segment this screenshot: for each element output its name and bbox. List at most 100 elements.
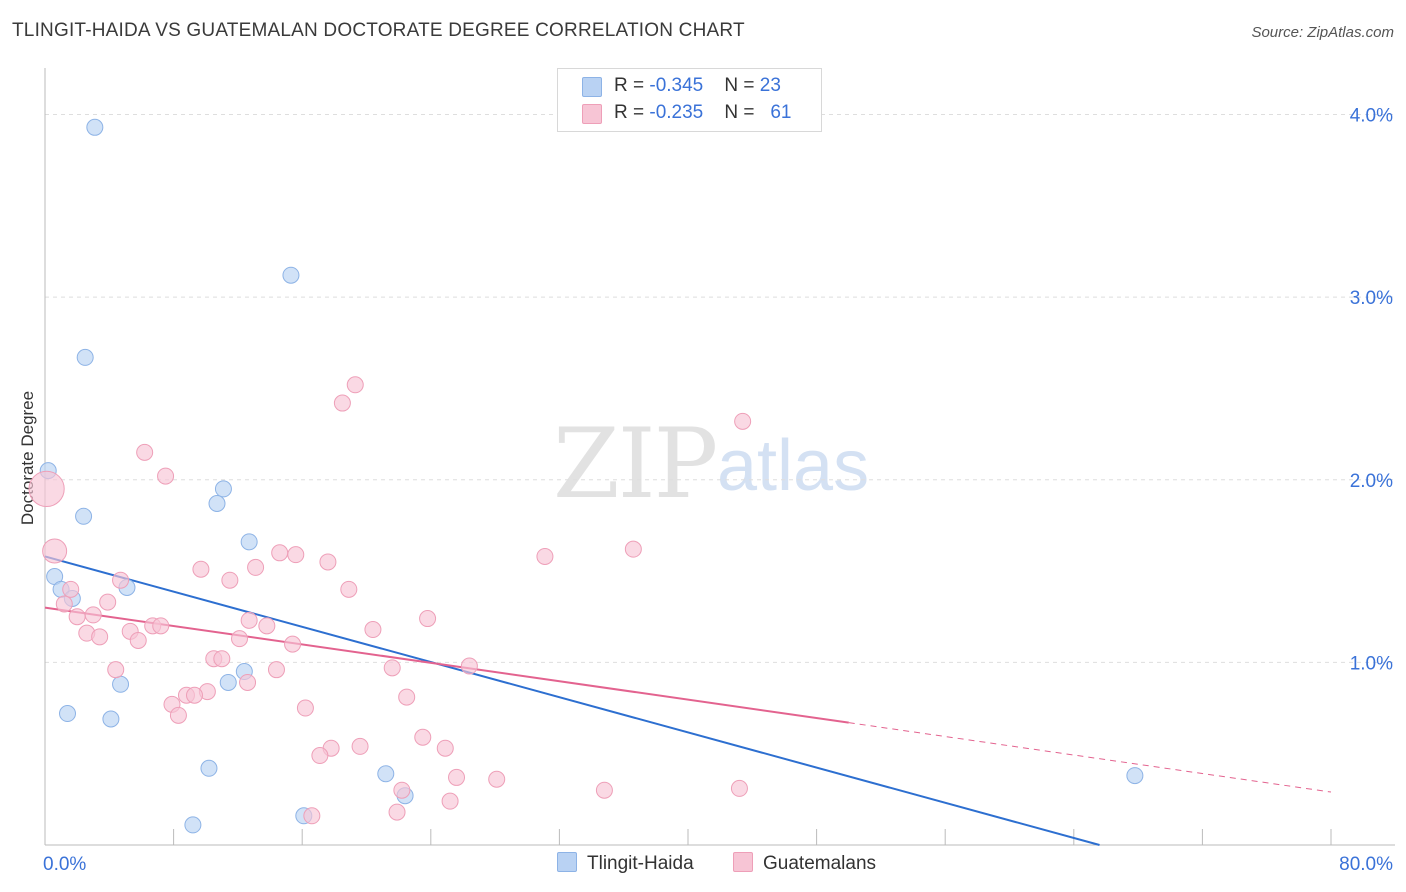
point-tlingit-haida [86,118,104,136]
point-guatemalans [258,617,276,635]
bottom-legend-label: Guatemalans [763,853,877,874]
trend-line-guatemalans [44,606,849,724]
point-guatemalans [240,611,258,629]
trend-line-tlingit-haida [44,555,1100,846]
point-tlingit-haida [377,765,395,783]
point-guatemalans [364,621,382,639]
point-guatemalans [91,628,109,646]
axes [44,68,1395,846]
point-guatemalans [624,540,642,558]
point-tlingit-haida [184,816,202,834]
point-tlingit-haida [59,705,77,723]
point-guatemalans [730,779,748,797]
point-guatemalans [55,595,73,613]
point-guatemalans [398,688,416,706]
legend-r-label: R = [614,75,650,96]
legend-r-value: -0.345 [649,75,704,96]
y-tick-label: 1.0% [1350,653,1393,674]
point-guatemalans [84,606,102,624]
point-tlingit-haida [208,495,226,513]
trend-line-guatemalans-extension [848,722,1332,793]
point-tlingit-haida [282,266,300,284]
point-tlingit-haida [219,673,237,691]
point-guatemalans [388,803,406,821]
point-guatemalans [340,580,358,598]
point-guatemalans [221,571,239,589]
point-guatemalans [287,546,305,564]
point-guatemalans [192,560,210,578]
point-guatemalans [213,650,231,668]
point-guatemalans [595,781,613,799]
point-tlingit-haida [76,348,94,366]
point-tlingit-haida [240,533,258,551]
point-guatemalans [319,553,337,571]
point-tlingit-haida [1126,767,1144,785]
point-guatemalans [129,631,147,649]
point-guatemalans [231,630,249,648]
bottom-legend-label: Tlingit-Haida [587,853,694,874]
point-guatemalans [267,661,285,679]
point-guatemalans [42,538,68,564]
legend-n-label: N = [724,75,760,96]
stats-legend: R = -0.345 N = 23 R = -0.235 N = 61 [557,68,822,132]
bottom-legend-swatch-blue [557,852,577,872]
chart-title: TLINGIT-HAIDA VS GUATEMALAN DOCTORATE DE… [12,20,745,41]
watermark-atlas: atlas [717,426,870,506]
point-guatemalans [152,617,170,635]
point-guatemalans [296,699,314,717]
point-guatemalans [460,657,478,675]
y-tick-labels: 1.0% 2.0% 3.0% 4.0% [1350,106,1393,675]
point-tlingit-haida [102,710,120,728]
point-guatemalans [284,635,302,653]
point-guatemalans [68,608,86,626]
point-guatemalans [28,470,65,507]
point-tlingit-haida [214,480,232,498]
x-tick-label: 0.0% [43,854,86,875]
point-guatemalans [419,610,437,628]
point-guatemalans [383,659,401,677]
x-tick-label: 80.0% [1339,854,1393,875]
point-guatemalans [271,544,289,562]
point-guatemalans [488,770,506,788]
point-tlingit-haida [75,507,93,525]
point-guatemalans [536,547,554,565]
legend-swatch-blue [582,77,602,97]
point-guatemalans [333,394,351,412]
point-guatemalans [436,739,454,757]
point-guatemalans [311,747,329,765]
point-guatemalans [169,706,187,724]
watermark-zip: ZIP [553,408,718,520]
x-ticks [173,829,1332,845]
point-guatemalans [239,673,257,691]
point-tlingit-haida [200,759,218,777]
legend-r-value: -0.235 [649,102,704,123]
legend-n-value: 61 [770,102,792,123]
y-tick-label: 3.0% [1350,288,1393,309]
point-guatemalans [393,781,411,799]
gridlines [45,114,1395,663]
data-points [28,118,1144,834]
point-guatemalans [157,467,175,485]
legend-swatch-pink [582,104,602,124]
point-guatemalans [448,768,466,786]
bottom-legend-swatch-pink [733,852,753,872]
point-guatemalans [734,412,752,430]
legend-n-value: 23 [759,75,781,96]
y-tick-label: 4.0% [1350,106,1393,127]
point-tlingit-haida [112,675,130,693]
point-guatemalans [247,558,265,576]
point-guatemalans [346,376,364,394]
legend-n-label: N = [724,102,760,123]
y-tick-label: 2.0% [1350,471,1393,492]
point-guatemalans [112,571,130,589]
source-label: Source: ZipAtlas.com [1251,24,1394,41]
legend-r-label: R = [614,102,650,123]
trend-lines [44,555,1332,846]
point-guatemalans [62,580,80,598]
point-guatemalans [99,593,117,611]
point-guatemalans [303,807,321,825]
point-guatemalans [441,792,459,810]
point-guatemalans [351,737,369,755]
point-guatemalans [414,728,432,746]
